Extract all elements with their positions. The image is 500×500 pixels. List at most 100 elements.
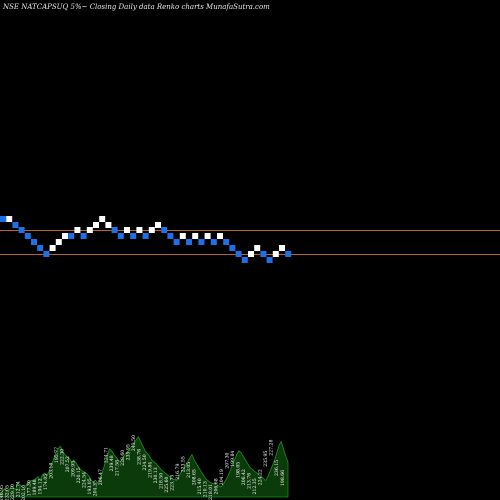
volume-label: 238.76 xyxy=(137,449,143,465)
volume-label: 193.05 xyxy=(87,478,93,494)
volume-label: 204.19 xyxy=(219,469,225,485)
renko-brick-down xyxy=(229,245,236,251)
volume-label: 224.22 xyxy=(258,469,264,485)
volume-label: 239.48 xyxy=(109,455,115,471)
volume-bottom-label: 198.66 xyxy=(280,470,286,486)
volume-label: 213.76 xyxy=(247,473,253,489)
volume-label: 202.10 xyxy=(21,485,27,500)
renko-brick-up xyxy=(55,239,62,245)
renko-brick-down xyxy=(0,216,6,222)
volume-label: 223.55 xyxy=(181,456,187,472)
renko-brick-up xyxy=(192,233,199,239)
volume-label: 209.95 xyxy=(71,461,77,477)
renko-brick-down xyxy=(43,251,50,257)
renko-brick-down xyxy=(285,251,292,257)
renko-brick-up xyxy=(74,227,81,233)
volume-label: 206.42 xyxy=(241,469,247,485)
volume-panel: 246.95 232.05 229.10 212.74 202.10 177.30 189.… xyxy=(0,435,289,500)
renko-brick-down xyxy=(142,233,149,239)
renko-brick-up xyxy=(99,216,106,222)
renko-brick-down xyxy=(31,239,37,245)
renko-brick-down xyxy=(68,233,75,239)
renko-brick-down xyxy=(18,227,25,233)
volume-label: 217.58 xyxy=(115,460,121,476)
renko-brick-down xyxy=(173,239,180,245)
volume-label: 218.01 xyxy=(208,484,214,500)
volume-label: 212.35 xyxy=(252,478,258,494)
renko-brick-down xyxy=(266,257,273,263)
renko-brick-up xyxy=(49,245,56,251)
renko-brick-down xyxy=(167,233,174,239)
renko-brick-down xyxy=(223,239,230,245)
renko-brick-down xyxy=(198,239,205,245)
volume-labels: 246.95 232.05 229.10 212.74 202.10 177.30 189.… xyxy=(0,435,280,500)
renko-brick-up xyxy=(279,245,285,251)
volume-label: 229.10 xyxy=(10,484,16,500)
volume-label: 246.95 xyxy=(0,485,5,500)
volume-label: 199.84 xyxy=(230,451,236,467)
renko-brick-up xyxy=(204,233,211,239)
volume-label: 219.84 xyxy=(148,462,154,478)
renko-brick-down xyxy=(210,239,217,245)
volume-label: 203.18 xyxy=(49,463,55,479)
renko-brick-down xyxy=(24,233,31,239)
volume-label: 194.12 xyxy=(38,478,44,494)
volume-label: 223.75 xyxy=(170,475,176,491)
volume-label: 232.05 xyxy=(5,485,11,500)
volume-label: 207.52 xyxy=(65,456,71,472)
volume-label: 206.47 xyxy=(98,469,104,485)
renko-brick-down xyxy=(186,239,192,245)
volume-label: 235.95 xyxy=(126,444,132,460)
volume-label: 227.28 xyxy=(269,440,275,456)
volume-label: 230.13 xyxy=(153,467,159,483)
renko-brick-up xyxy=(248,251,254,257)
volume-label: 235.95 xyxy=(263,451,269,467)
volume-label: 228.60 xyxy=(120,450,126,466)
volume-label: 216.79 xyxy=(175,464,181,480)
renko-brick-up xyxy=(62,233,68,239)
renko-brick-up xyxy=(272,251,279,257)
renko-brick-down xyxy=(111,227,118,233)
volume-label: 207.30 xyxy=(225,452,231,468)
volume-label: 195.77 xyxy=(54,447,60,463)
renko-brick-up xyxy=(217,233,223,239)
volume-label: 218.50 xyxy=(159,473,165,489)
renko-brick-up xyxy=(105,222,112,228)
renko-bricks xyxy=(0,216,292,263)
volume-label: 208.65 xyxy=(192,469,198,485)
volume-label: 225.60 xyxy=(164,476,170,492)
volume-label: 204.35 xyxy=(93,480,99,496)
renko-brick-down xyxy=(80,233,87,239)
renko-brick-up xyxy=(6,216,13,222)
renko-brick-up xyxy=(93,222,99,228)
volume-label: 220.15 xyxy=(76,467,82,483)
volume-label: 215.40 xyxy=(197,478,203,494)
renko-brick-up xyxy=(148,227,155,233)
renko-brick-down xyxy=(130,233,137,239)
renko-brick-up xyxy=(136,227,143,233)
volume-label: 222.30 xyxy=(60,449,66,465)
renko-brick-up xyxy=(86,227,93,233)
renko-brick-down xyxy=(12,222,19,228)
volume-label: 224.50 xyxy=(142,454,148,470)
volume-label: 236.15 xyxy=(274,460,280,476)
volume-label: 210.13 xyxy=(203,481,209,497)
volume-label: 213.05 xyxy=(186,462,192,478)
volume-label: 174.05 xyxy=(43,474,49,490)
volume-area xyxy=(0,436,289,498)
renko-brick-down xyxy=(260,251,267,257)
renko-brick-up xyxy=(179,233,186,239)
renko-brick-down xyxy=(241,257,248,263)
volume-label: 198.05 xyxy=(236,462,242,478)
volume-label: 189.48 xyxy=(32,479,38,495)
volume-label: 224.54 xyxy=(82,472,88,488)
renko-brick-up xyxy=(254,245,261,251)
volume-label: 212.74 xyxy=(16,481,22,497)
renko-brick-down xyxy=(117,233,124,239)
renko-brick-up xyxy=(155,222,161,228)
renko-brick-down xyxy=(235,251,242,257)
chart-title: NSE NATCAPSUQ 5%~ Closing Daily data Ren… xyxy=(2,3,270,11)
renko-brick-down xyxy=(37,245,44,251)
